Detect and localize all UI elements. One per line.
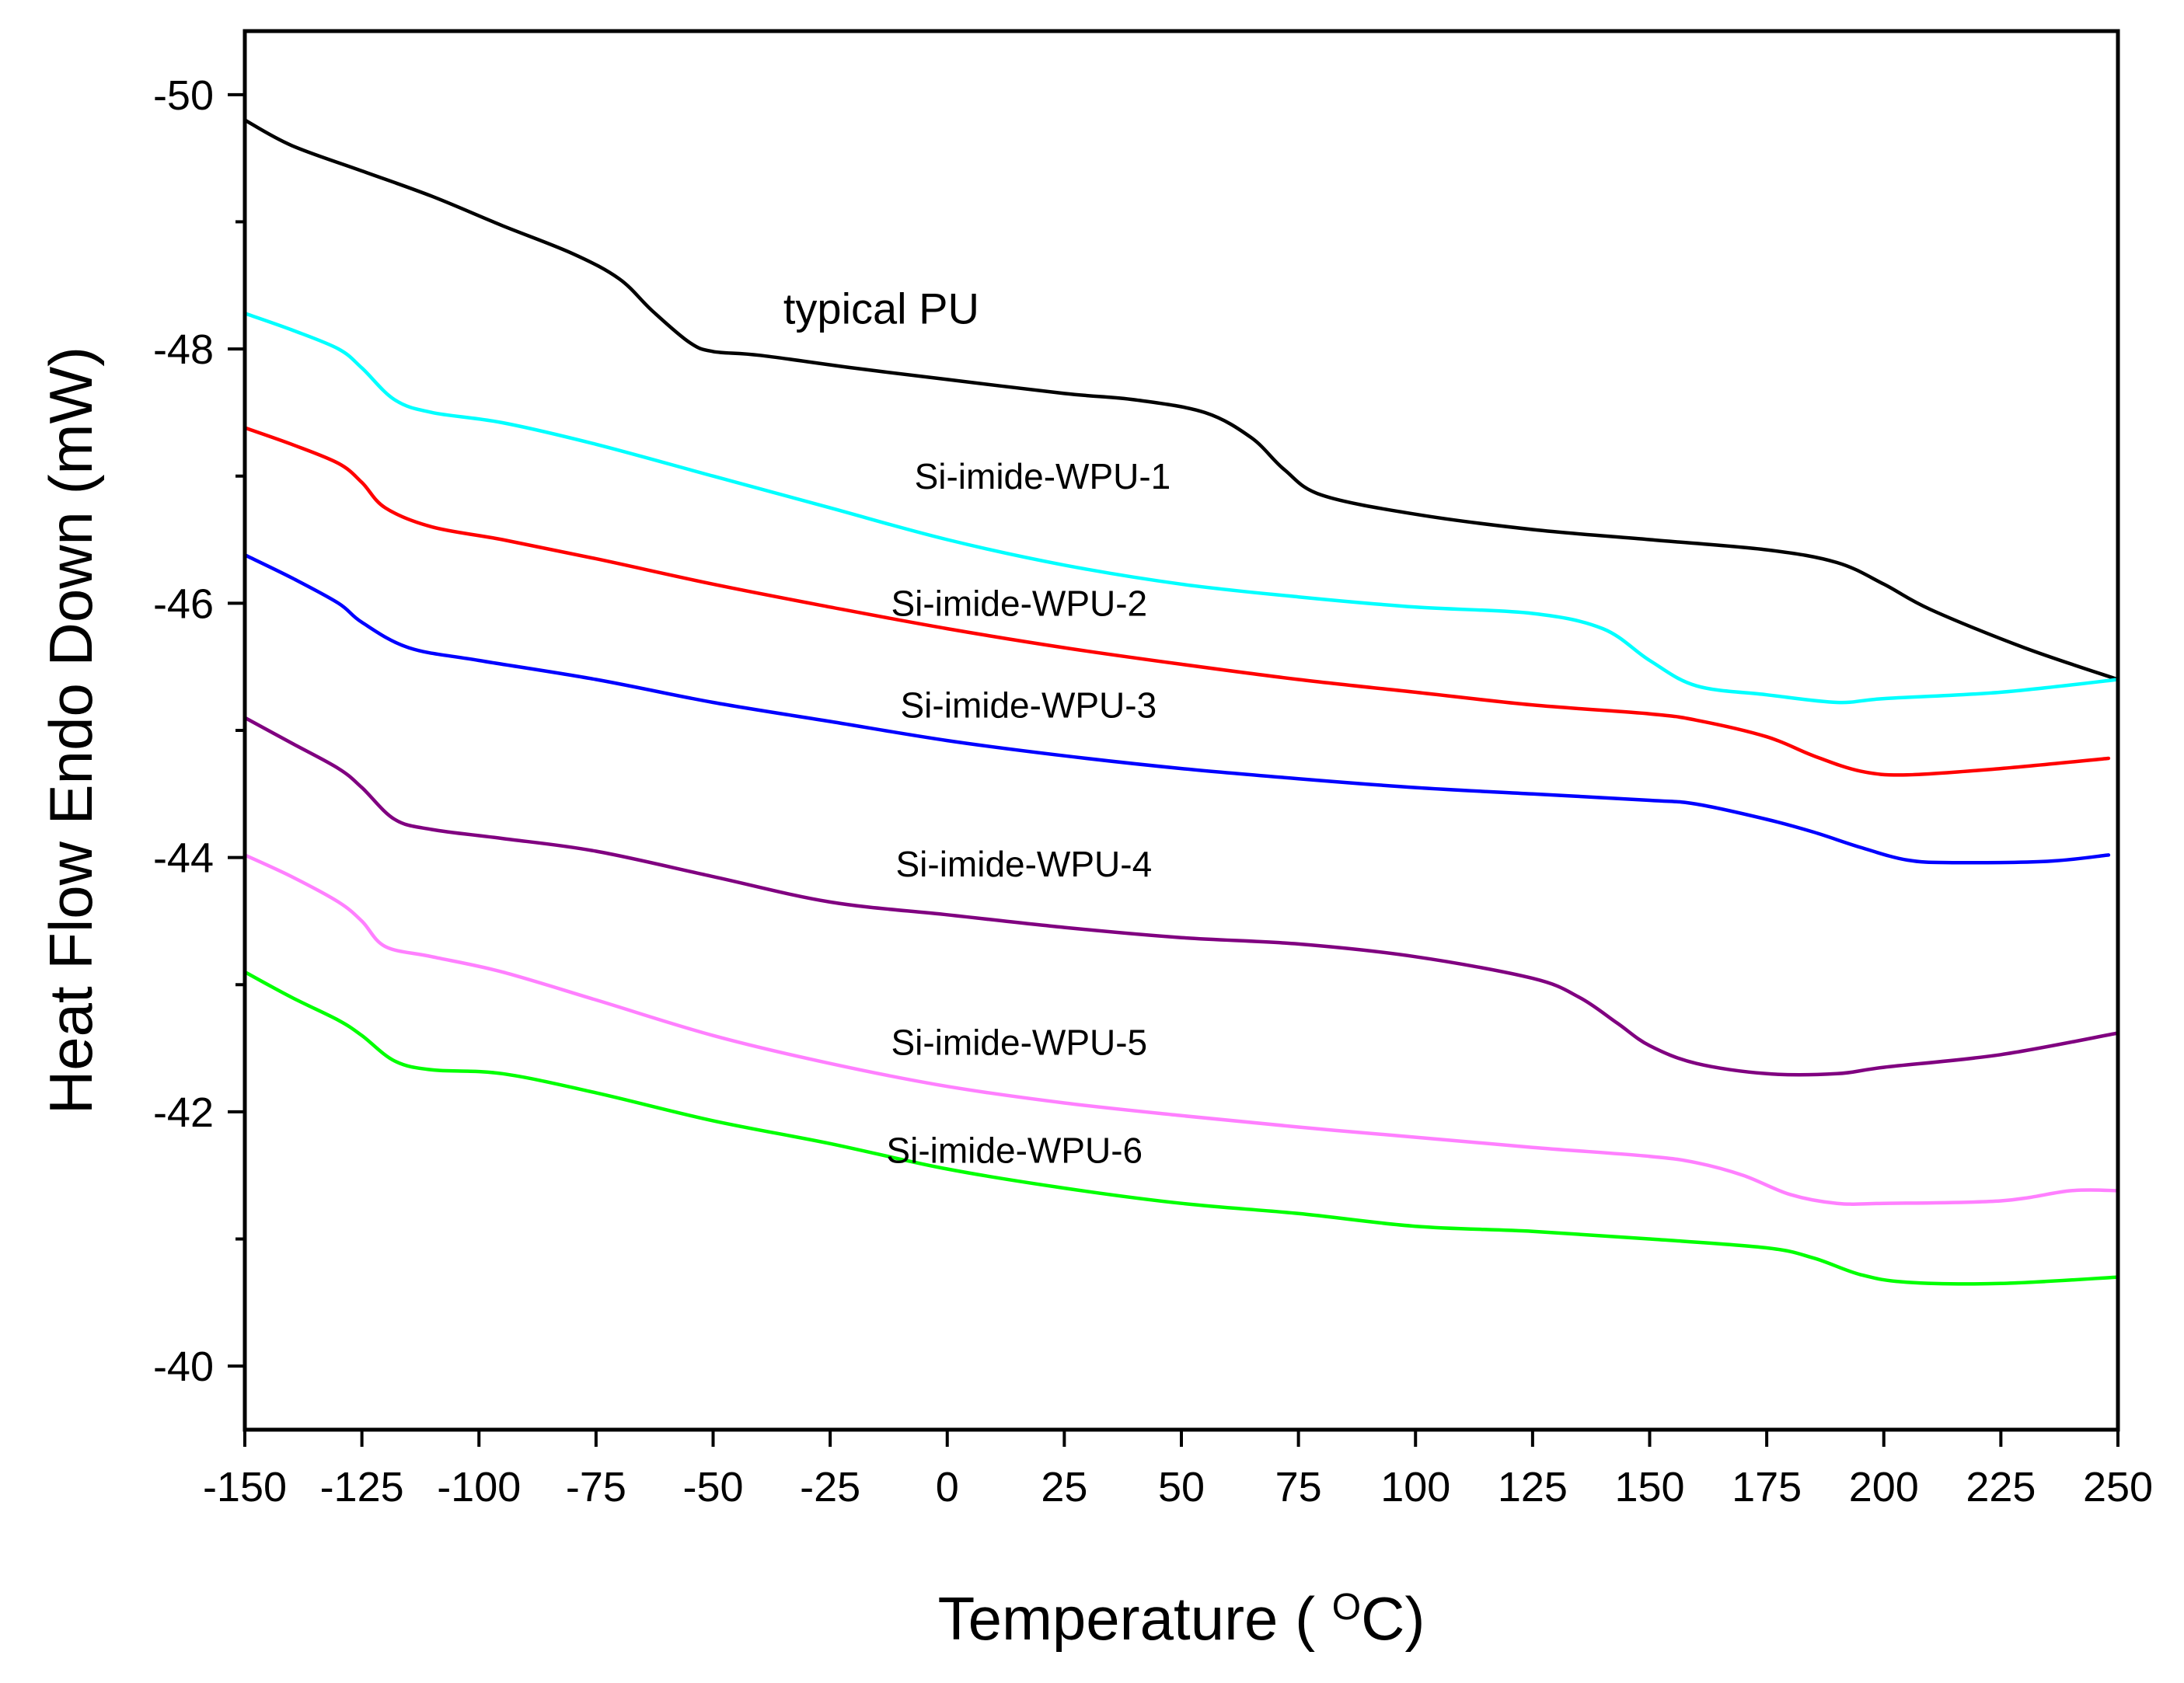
y-tick-label: -50 <box>153 72 214 119</box>
series-line-si-imide-wpu-3 <box>242 552 2111 865</box>
series-label-typical-pu: typical PU <box>783 284 979 333</box>
series-label-si-imide-wpu-6: Si-imide-WPU-6 <box>886 1130 1143 1170</box>
x-tick-label: -50 <box>682 1464 743 1511</box>
x-tick-label: -75 <box>566 1464 626 1511</box>
y-tick-label: -42 <box>153 1089 214 1136</box>
x-tick-label: -150 <box>203 1464 287 1511</box>
x-tick-label: 200 <box>1849 1464 1919 1511</box>
series-label-si-imide-wpu-4: Si-imide-WPU-4 <box>895 844 1152 884</box>
x-tick-label: 75 <box>1275 1464 1322 1511</box>
x-tick-label: 0 <box>936 1464 959 1511</box>
axis-ticks <box>228 92 2119 1447</box>
x-tick-labels: -150 -125 -100 -75 -50 -25 0 25 50 75 100 125 150 175… <box>203 1464 2153 1511</box>
series-label-si-imide-wpu-5: Si-imide-WPU-5 <box>891 1022 1147 1062</box>
series-group <box>242 118 2120 1286</box>
x-axis-title: Temperature ( OC) <box>938 1584 1425 1653</box>
series-line-si-imide-wpu-2 <box>242 426 2111 777</box>
x-tick-label: 25 <box>1041 1464 1087 1511</box>
x-tick-label: -25 <box>800 1464 860 1511</box>
series-line-si-imide-wpu-5 <box>242 853 2120 1206</box>
x-tick-label: 150 <box>1614 1464 1684 1511</box>
y-tick-label: -48 <box>153 326 214 373</box>
series-label-si-imide-wpu-3: Si-imide-WPU-3 <box>901 685 1157 726</box>
x-tick-label: -100 <box>437 1464 521 1511</box>
x-tick-label: 50 <box>1158 1464 1205 1511</box>
series-line-typical-pu <box>242 118 2120 681</box>
series-line-si-imide-wpu-4 <box>242 716 2120 1077</box>
y-tick-label: -46 <box>153 580 214 627</box>
plot-frame <box>242 29 2120 1432</box>
series-label-si-imide-wpu-1: Si-imide-WPU-1 <box>915 456 1171 497</box>
series-label-si-imide-wpu-2: Si-imide-WPU-2 <box>891 584 1147 624</box>
x-tick-label: 175 <box>1732 1464 1802 1511</box>
x-tick-label: 225 <box>1966 1464 2036 1511</box>
x-tick-label: 250 <box>2083 1464 2153 1511</box>
series-labels: typical PU Si-imide-WPU-1 Si-imide-WPU-2 Si… <box>783 284 1170 1170</box>
x-tick-label: 125 <box>1498 1464 1568 1511</box>
series-line-si-imide-wpu-1 <box>242 312 2120 705</box>
y-tick-labels: -50 -48 -46 -44 -42 -40 <box>153 72 214 1390</box>
y-tick-label: -44 <box>153 835 214 882</box>
y-axis-title: Heat Flow Endo Down (mW) <box>37 347 105 1114</box>
x-tick-label: -125 <box>320 1464 404 1511</box>
series-line-si-imide-wpu-6 <box>242 970 2120 1286</box>
y-tick-label: -40 <box>153 1343 214 1390</box>
x-tick-label: 100 <box>1380 1464 1450 1511</box>
